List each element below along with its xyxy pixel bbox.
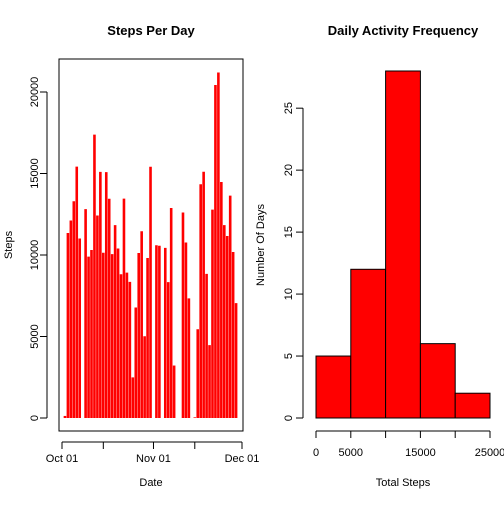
left-y-tick-label: 5000 (29, 324, 41, 348)
activity-frequency-panel: Daily Activity Frequency 0 5 10 15 20 25 0 500… (255, 23, 504, 489)
left-y-axis: 0 5000 10000 15000 20000 (29, 77, 48, 421)
left-chart-title: Steps Per Day (107, 23, 195, 38)
right-x-tick-label: 25000 (475, 447, 504, 459)
left-x-tick-label: Dec 01 (225, 453, 260, 465)
right-x-axis: 0 5000 15000 25000 (313, 430, 504, 459)
left-y-axis-label: Steps (3, 230, 15, 259)
left-y-tick-label: 15000 (29, 158, 41, 189)
right-chart-title: Daily Activity Frequency (328, 23, 479, 38)
left-x-axis: Oct 01 Nov 01 Dec 01 (46, 441, 260, 465)
right-y-tick-label: 20 (283, 164, 295, 176)
right-y-tick-label: 15 (283, 226, 295, 238)
left-bars (63, 72, 238, 418)
histogram-bar (315, 355, 352, 419)
left-y-tick-label: 10000 (29, 240, 41, 271)
left-y-tick-label: 0 (29, 415, 41, 421)
left-x-axis-label: Date (139, 477, 162, 489)
right-y-tick-label: 0 (283, 415, 295, 421)
left-x-tick-label: Nov 01 (136, 453, 171, 465)
right-y-axis-label: Number Of Days (255, 204, 267, 286)
right-y-axis: 0 5 10 15 20 25 (283, 102, 304, 421)
left-plot-frame (58, 58, 244, 432)
histogram-bar (350, 268, 387, 419)
right-bars (315, 70, 491, 419)
right-y-tick-label: 25 (283, 102, 295, 114)
right-x-tick-label: 5000 (339, 447, 363, 459)
right-y-tick-label: 5 (283, 353, 295, 359)
right-y-tick-label: 10 (283, 288, 295, 300)
left-y-tick-label: 20000 (29, 77, 41, 108)
right-x-tick-label: 0 (313, 447, 319, 459)
histogram-bar (454, 392, 491, 419)
left-x-tick-label: Oct 01 (46, 453, 78, 465)
histogram-bar (385, 70, 421, 419)
right-x-tick-label: 15000 (405, 447, 436, 459)
histogram-bar (419, 343, 456, 419)
right-x-axis-label: Total Steps (376, 477, 431, 489)
steps-per-day-panel: Steps Per Day 0 5000 10000 15000 20000 Oct 0… (3, 23, 259, 489)
